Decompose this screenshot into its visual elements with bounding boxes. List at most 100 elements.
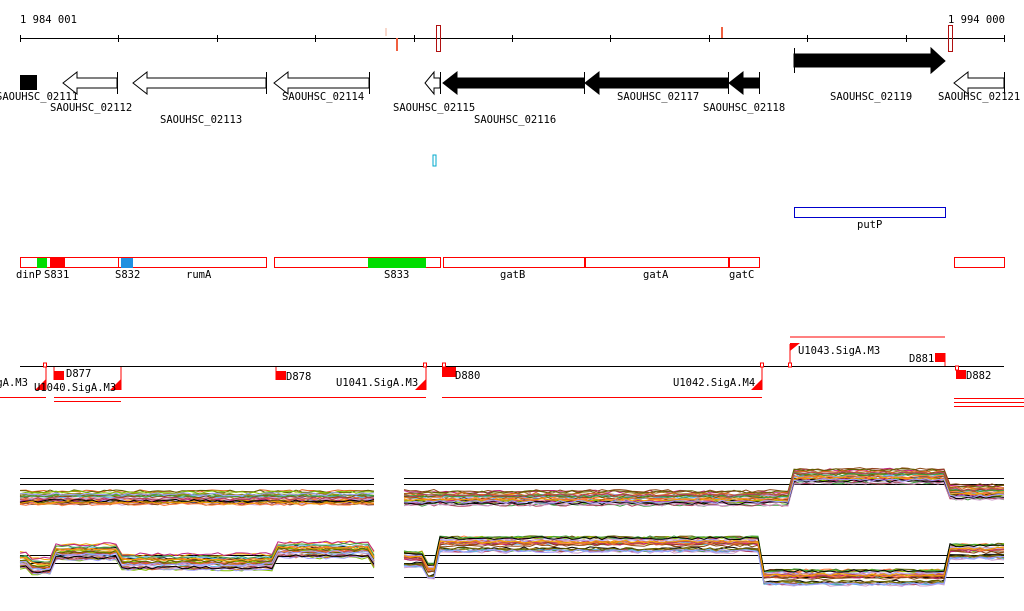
promoter-flag[interactable] (790, 343, 800, 351)
terminator[interactable] (956, 370, 966, 379)
promoter-label: U1042.SigA.M4 (673, 377, 755, 389)
expression-curve (403, 548, 1005, 586)
expression-curve (19, 496, 375, 501)
expression-curve (19, 493, 375, 498)
promoter-flag[interactable] (110, 379, 121, 390)
expression-curve (403, 476, 1005, 502)
promoter-label: igA.M3 (0, 377, 28, 389)
site-marker (955, 365, 959, 371)
expression-curve (19, 550, 375, 571)
gene-label: SAOUHSC_02121 (938, 91, 1020, 103)
expression-curve (19, 553, 375, 574)
ruler-end-label: 1 994 000 (948, 14, 1005, 26)
terminator[interactable] (935, 353, 945, 362)
expression-curve (19, 490, 375, 495)
expression-curve (19, 500, 375, 505)
transcript-box[interactable] (274, 257, 441, 268)
expression-curve (19, 540, 375, 560)
transcript-box[interactable] (20, 257, 119, 268)
gene-arrow[interactable] (424, 70, 441, 96)
ruler-start-label: 1 984 001 (20, 14, 77, 26)
promoter-label: D881 (909, 353, 934, 365)
promoter-label: D878 (286, 371, 311, 383)
transcript-box[interactable] (729, 257, 760, 268)
promoter-label: D882 (966, 370, 991, 382)
transcript-label: dinP (16, 269, 41, 281)
terminator[interactable] (442, 367, 456, 377)
marker (396, 38, 398, 51)
terminator[interactable] (276, 371, 286, 380)
expression-curve (19, 542, 375, 563)
gene-label: SAOUHSC_02118 (703, 102, 785, 114)
site-S832 (121, 258, 133, 268)
site-marker (43, 362, 47, 368)
expression-curve (403, 536, 1005, 573)
putP-feature[interactable] (794, 207, 946, 218)
marker (721, 27, 723, 38)
promoter-label: U1040.SigA.M3 (34, 382, 116, 394)
site-marker (788, 362, 792, 368)
gene-arrow[interactable] (793, 46, 946, 75)
site-marker (760, 362, 764, 368)
site-dinP (37, 258, 47, 268)
expression-curve (403, 540, 1005, 577)
protein-track: putP (432, 154, 946, 231)
promoter-label: D877 (66, 368, 91, 380)
transcript-box[interactable] (585, 257, 729, 268)
expression-curve (403, 469, 1005, 496)
expression-curve (403, 480, 1005, 507)
gene-arrow[interactable] (953, 70, 1005, 96)
promoter-flag[interactable] (415, 379, 426, 390)
expression-plots (19, 467, 1005, 587)
expression-curve (19, 492, 375, 497)
promoter-label: D880 (455, 370, 480, 382)
transcript-box[interactable] (954, 257, 1005, 268)
gene-label: SAOUHSC_02111 (0, 91, 78, 103)
transcript-label: gatC (729, 269, 754, 281)
transcript-label: gatA (643, 269, 669, 281)
coordinate-ruler: 1 984 001 1 994 000 (20, 14, 1005, 52)
putP-label: putP (857, 219, 882, 231)
promoter-track: igA.M3 U1040.SigA.M3 D877 D878 U1041.SigA.M3… (0, 336, 1024, 407)
promoter-label: U1043.SigA.M3 (798, 345, 880, 357)
gene-label: SAOUHSC_02114 (282, 91, 364, 103)
gene-0[interactable] (20, 75, 37, 90)
transcript-label: gatB (500, 269, 525, 281)
gene-label: SAOUHSC_02115 (393, 102, 475, 114)
transcript-box[interactable] (118, 257, 267, 268)
transcript-label: S831 (44, 269, 69, 281)
terminator[interactable] (54, 371, 64, 380)
marker[interactable] (948, 25, 953, 52)
transcript-box[interactable] (443, 257, 585, 268)
transcript-label: rumA (186, 269, 212, 281)
gene-label: SAOUHSC_02112 (50, 102, 132, 114)
expression-curve (403, 546, 1005, 584)
site-marker (442, 362, 446, 368)
expression-curve (19, 545, 375, 566)
gene-label: SAOUHSC_02116 (474, 114, 556, 126)
gene-arrow[interactable] (132, 70, 267, 96)
small-feature[interactable] (432, 154, 437, 167)
gene-arrow[interactable] (62, 70, 118, 96)
expression-curve (403, 539, 1005, 577)
gene-arrow[interactable] (584, 70, 729, 96)
gene-label: SAOUHSC_02117 (617, 91, 699, 103)
transcript-track: dinP S831 S832 rumA S833 gatB gatA gatC (16, 257, 1005, 281)
gene-label: SAOUHSC_02119 (830, 91, 912, 103)
gene-arrow[interactable] (728, 70, 760, 96)
expression-curve (403, 540, 1005, 578)
promoter-label: U1041.SigA.M3 (336, 377, 418, 389)
marker[interactable] (436, 25, 441, 52)
promoter-flag[interactable] (35, 379, 46, 390)
expression-curve (403, 478, 1005, 504)
gene-arrow[interactable] (273, 70, 370, 96)
expression-curve (19, 498, 375, 503)
expression-curve (403, 471, 1005, 498)
expression-curve (19, 554, 375, 574)
transcript-label: S833 (384, 269, 409, 281)
promoter-flag[interactable] (751, 379, 762, 390)
expression-curve (403, 478, 1005, 505)
site-S831 (50, 258, 65, 268)
gene-arrow[interactable] (442, 70, 585, 96)
